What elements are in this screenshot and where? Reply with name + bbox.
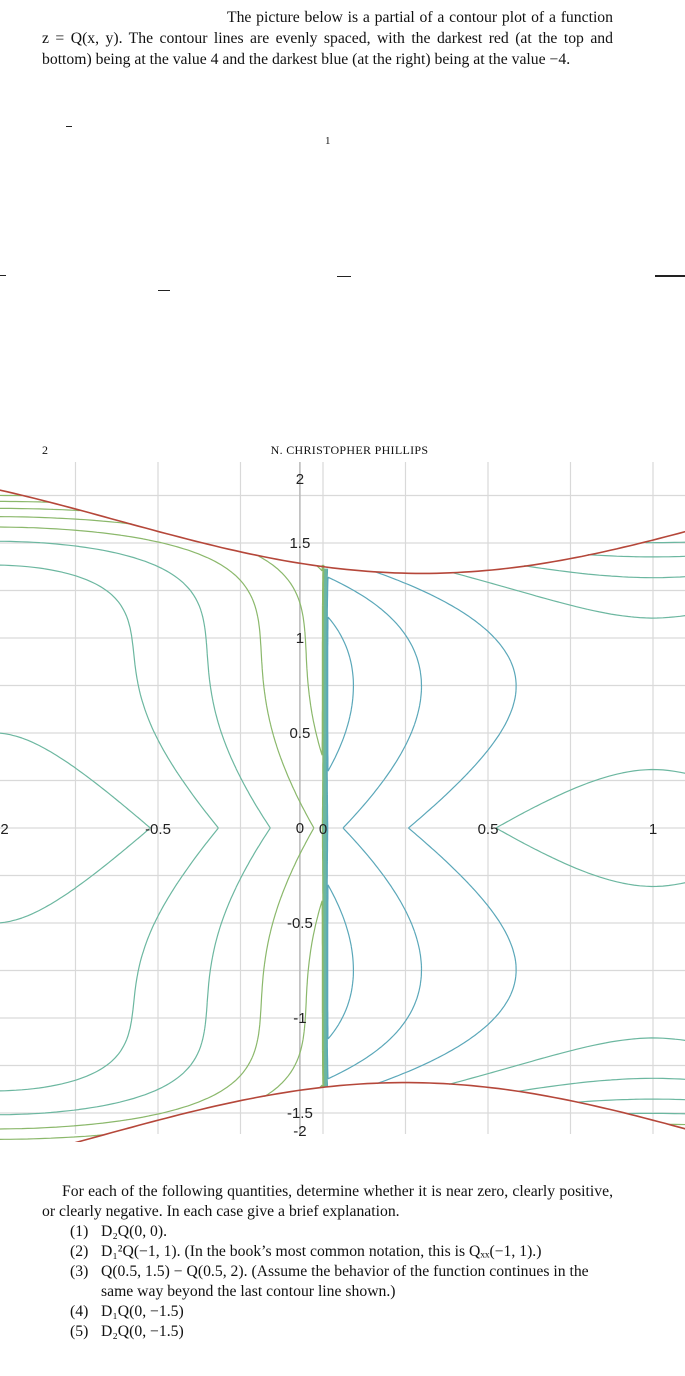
question-text: D₂Q(0, 0). (101, 1223, 168, 1240)
contour-line (327, 616, 354, 1040)
contour-line (0, 540, 685, 1116)
question-item: (3) Q(0.5, 1.5) − Q(0.5, 2). (Assume the … (70, 1262, 613, 1302)
scan-artifact (0, 275, 6, 276)
y-tick-label: 0.5 (289, 725, 310, 742)
contour-line (0, 526, 685, 1130)
scan-artifact (337, 276, 351, 277)
y-tick-label: 2 (296, 471, 304, 488)
contour-line (325, 568, 685, 1088)
contour-boundary-top (0, 489, 685, 575)
question-item: (4) D₁Q(0, −1.5) (70, 1302, 613, 1322)
question-text: D₁²Q(−1, 1). (In the book’s most common … (101, 1243, 542, 1260)
contour-line (0, 554, 685, 1103)
running-header: N. CHRISTOPHER PHILLIPS (270, 443, 429, 457)
x-tick-label: 1 (649, 821, 657, 838)
y-tick-label: 1 (296, 630, 304, 647)
contour-line (0, 565, 685, 1092)
contour-line (0, 507, 323, 1088)
intro-paragraph: The picture below is a partial of a cont… (42, 9, 613, 68)
question-list: (1) D₂Q(0, 0). (2) D₁²Q(−1, 1). (In the bo… (42, 1222, 613, 1342)
x-tick-label: -0.5 (145, 821, 171, 838)
question-text: D₂Q(0, −1.5) (101, 1323, 184, 1340)
question-number: (5) (70, 1323, 89, 1340)
y-tick-label: 0 (296, 820, 304, 837)
page-marker: 1 (325, 135, 331, 147)
question-text: D₁Q(0, −1.5) (101, 1303, 184, 1320)
contour-line (0, 500, 51, 503)
y-tick-label: -1 (293, 1010, 306, 1027)
contour-line (325, 568, 517, 1088)
scan-artifact (158, 290, 170, 291)
question-number: (2) (70, 1243, 89, 1260)
page-number: 2 (42, 443, 48, 457)
contour-line (326, 576, 423, 1080)
question-number: (4) (70, 1303, 89, 1320)
contour-boundary-bottom (74, 1081, 685, 1142)
scan-artifact (655, 275, 685, 277)
question-number: (1) (70, 1223, 89, 1240)
question-number: (3) (70, 1263, 89, 1280)
contour-line (0, 516, 324, 1140)
x-tick-label: -2 (0, 821, 9, 838)
y-tick-label: -2 (293, 1123, 306, 1140)
questions-prompt: For each of the following quantities, de… (42, 1183, 613, 1220)
x-tick-label: 0.5 (478, 821, 499, 838)
question-text: Q(0.5, 1.5) − Q(0.5, 2). (Assume the beh… (101, 1263, 589, 1300)
y-tick-label: -1.5 (287, 1105, 313, 1122)
questions-section: For each of the following quantities, de… (42, 1182, 613, 1342)
scan-artifact (66, 126, 72, 127)
contour-plot: -2-1.5-1-0.500.511.5221.510.50-0.5-1-1.5… (0, 462, 685, 1142)
question-item: (1) D₂Q(0, 0). (70, 1222, 613, 1242)
question-item: (2) D₁²Q(−1, 1). (In the book’s most comm… (70, 1242, 613, 1262)
question-item: (5) D₂Q(0, −1.5) (70, 1322, 613, 1342)
x-tick-label: 0 (319, 821, 327, 838)
y-tick-label: -0.5 (287, 915, 313, 932)
y-tick-label: 1.5 (289, 535, 310, 552)
